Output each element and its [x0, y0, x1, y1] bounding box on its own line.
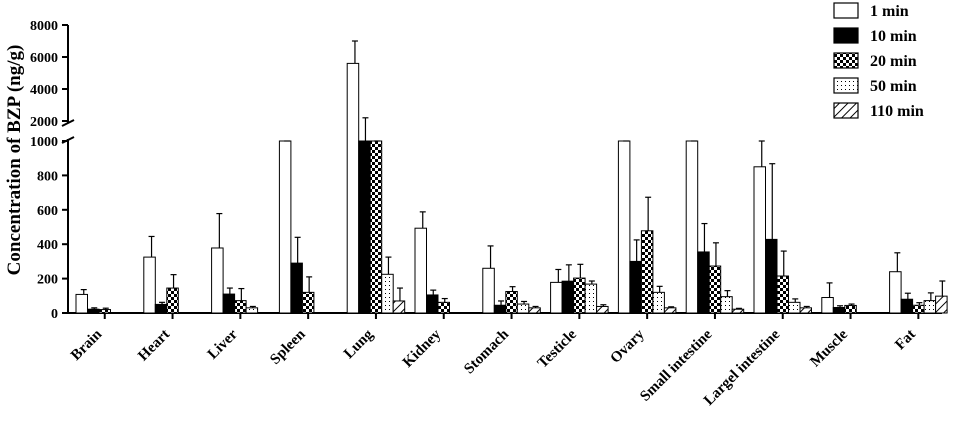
bar-dotted [516, 303, 530, 314]
bar-checker [573, 277, 586, 314]
y-tick-label: 4000 [30, 83, 58, 98]
x-category-label: Fat [892, 327, 919, 354]
x-category-label: Ovary [607, 326, 648, 367]
x-category-label: Brain [68, 326, 106, 364]
x-category-label: Stomach [461, 326, 512, 377]
legend-swatch-hatched [833, 102, 859, 119]
y-tick-label: 200 [37, 273, 58, 288]
bar-open [75, 293, 88, 314]
y-axis-title: Concentration of BZP (ng/g) [4, 45, 25, 276]
bar-hatched [392, 300, 406, 314]
legend: 1 min 10 min 20 min 50 min 110 min [833, 2, 924, 120]
legend-label: 10 min [870, 28, 917, 45]
bar-dotted [720, 296, 733, 314]
bar-dotted [652, 291, 665, 314]
bar-checker [301, 291, 315, 314]
bar-checker [437, 301, 450, 314]
bar-open [143, 256, 156, 314]
legend-swatch-dotted [833, 77, 859, 94]
bar-solid [222, 293, 236, 314]
bar-checker [776, 275, 789, 314]
bar-checker [166, 287, 179, 314]
bar-solid [154, 303, 168, 314]
y-tick-label: 6000 [30, 51, 58, 66]
y-tick-label: 8000 [30, 19, 58, 34]
axis-break-mark [61, 119, 75, 127]
bar-dotted [381, 273, 394, 314]
x-category-label: Kidney [400, 326, 445, 371]
x-category-label: Liver [205, 326, 241, 362]
legend-label: 110 min [870, 103, 924, 120]
y-tick-label: 800 [37, 169, 58, 184]
bar-solid [87, 308, 100, 314]
bar-dotted [584, 283, 598, 314]
legend-swatch-solid [833, 27, 859, 44]
bar-solid [290, 262, 303, 314]
bar-solid [426, 294, 439, 314]
bar-open [346, 62, 360, 314]
bar-hatched [731, 308, 745, 314]
bar-dotted [245, 307, 259, 314]
bars [75, 40, 948, 314]
bar-solid [493, 304, 507, 314]
bar-solid [629, 260, 642, 314]
bar-solid [561, 280, 575, 314]
x-axis-labels: Brain Heart Liver Spleen Lung Kidney Stomach Te… [68, 326, 919, 409]
bar-open [617, 140, 631, 314]
bar-solid [900, 298, 914, 314]
bar-open [685, 140, 699, 314]
bar-open [889, 271, 902, 314]
bar-open [278, 140, 292, 314]
bar-open [211, 247, 224, 314]
bar-hatched [663, 307, 677, 314]
legend-label: 1 min [870, 3, 909, 20]
bar-open [821, 297, 834, 314]
bar-solid [765, 238, 778, 314]
bar-hatched [799, 307, 812, 314]
x-category-label: Testicle [535, 326, 580, 371]
legend-swatch-open [833, 2, 859, 19]
bar-checker [844, 304, 857, 314]
x-category-label: Heart [135, 327, 173, 365]
y-tick-label: 2000 [30, 115, 58, 130]
bar-open [482, 267, 495, 314]
legend-swatch-checker [833, 52, 859, 69]
bar-open [550, 281, 563, 314]
legend-label: 50 min [870, 78, 917, 95]
bar-checker [912, 304, 925, 314]
x-category-label: Small intestine [637, 326, 715, 404]
bar-open [414, 227, 427, 314]
x-category-label: Muscle [807, 326, 851, 370]
y-tick-label: 1000 [30, 135, 58, 150]
x-category-label: Spleen [267, 326, 309, 368]
bar-dotted [923, 300, 937, 314]
legend-label: 20 min [870, 53, 917, 70]
y-tick-label: 600 [37, 204, 58, 219]
bar-checker [98, 309, 111, 314]
bar-solid [697, 251, 710, 314]
bar-checker [369, 140, 383, 314]
bar-solid [832, 306, 846, 314]
bar-checker [640, 230, 654, 314]
bar-checker [505, 291, 518, 314]
bar-hatched [935, 295, 948, 314]
bar-hatched [596, 305, 609, 314]
bar-solid [358, 140, 371, 314]
bar-checker [708, 265, 722, 314]
bar-open [753, 166, 766, 314]
bar-hatched [528, 307, 541, 314]
y-tick-label: 0 [51, 307, 58, 322]
bar-checker [234, 300, 247, 314]
y-tick-label: 400 [37, 238, 58, 253]
bar-dotted [788, 301, 801, 314]
x-category-label: Lung [341, 326, 377, 362]
